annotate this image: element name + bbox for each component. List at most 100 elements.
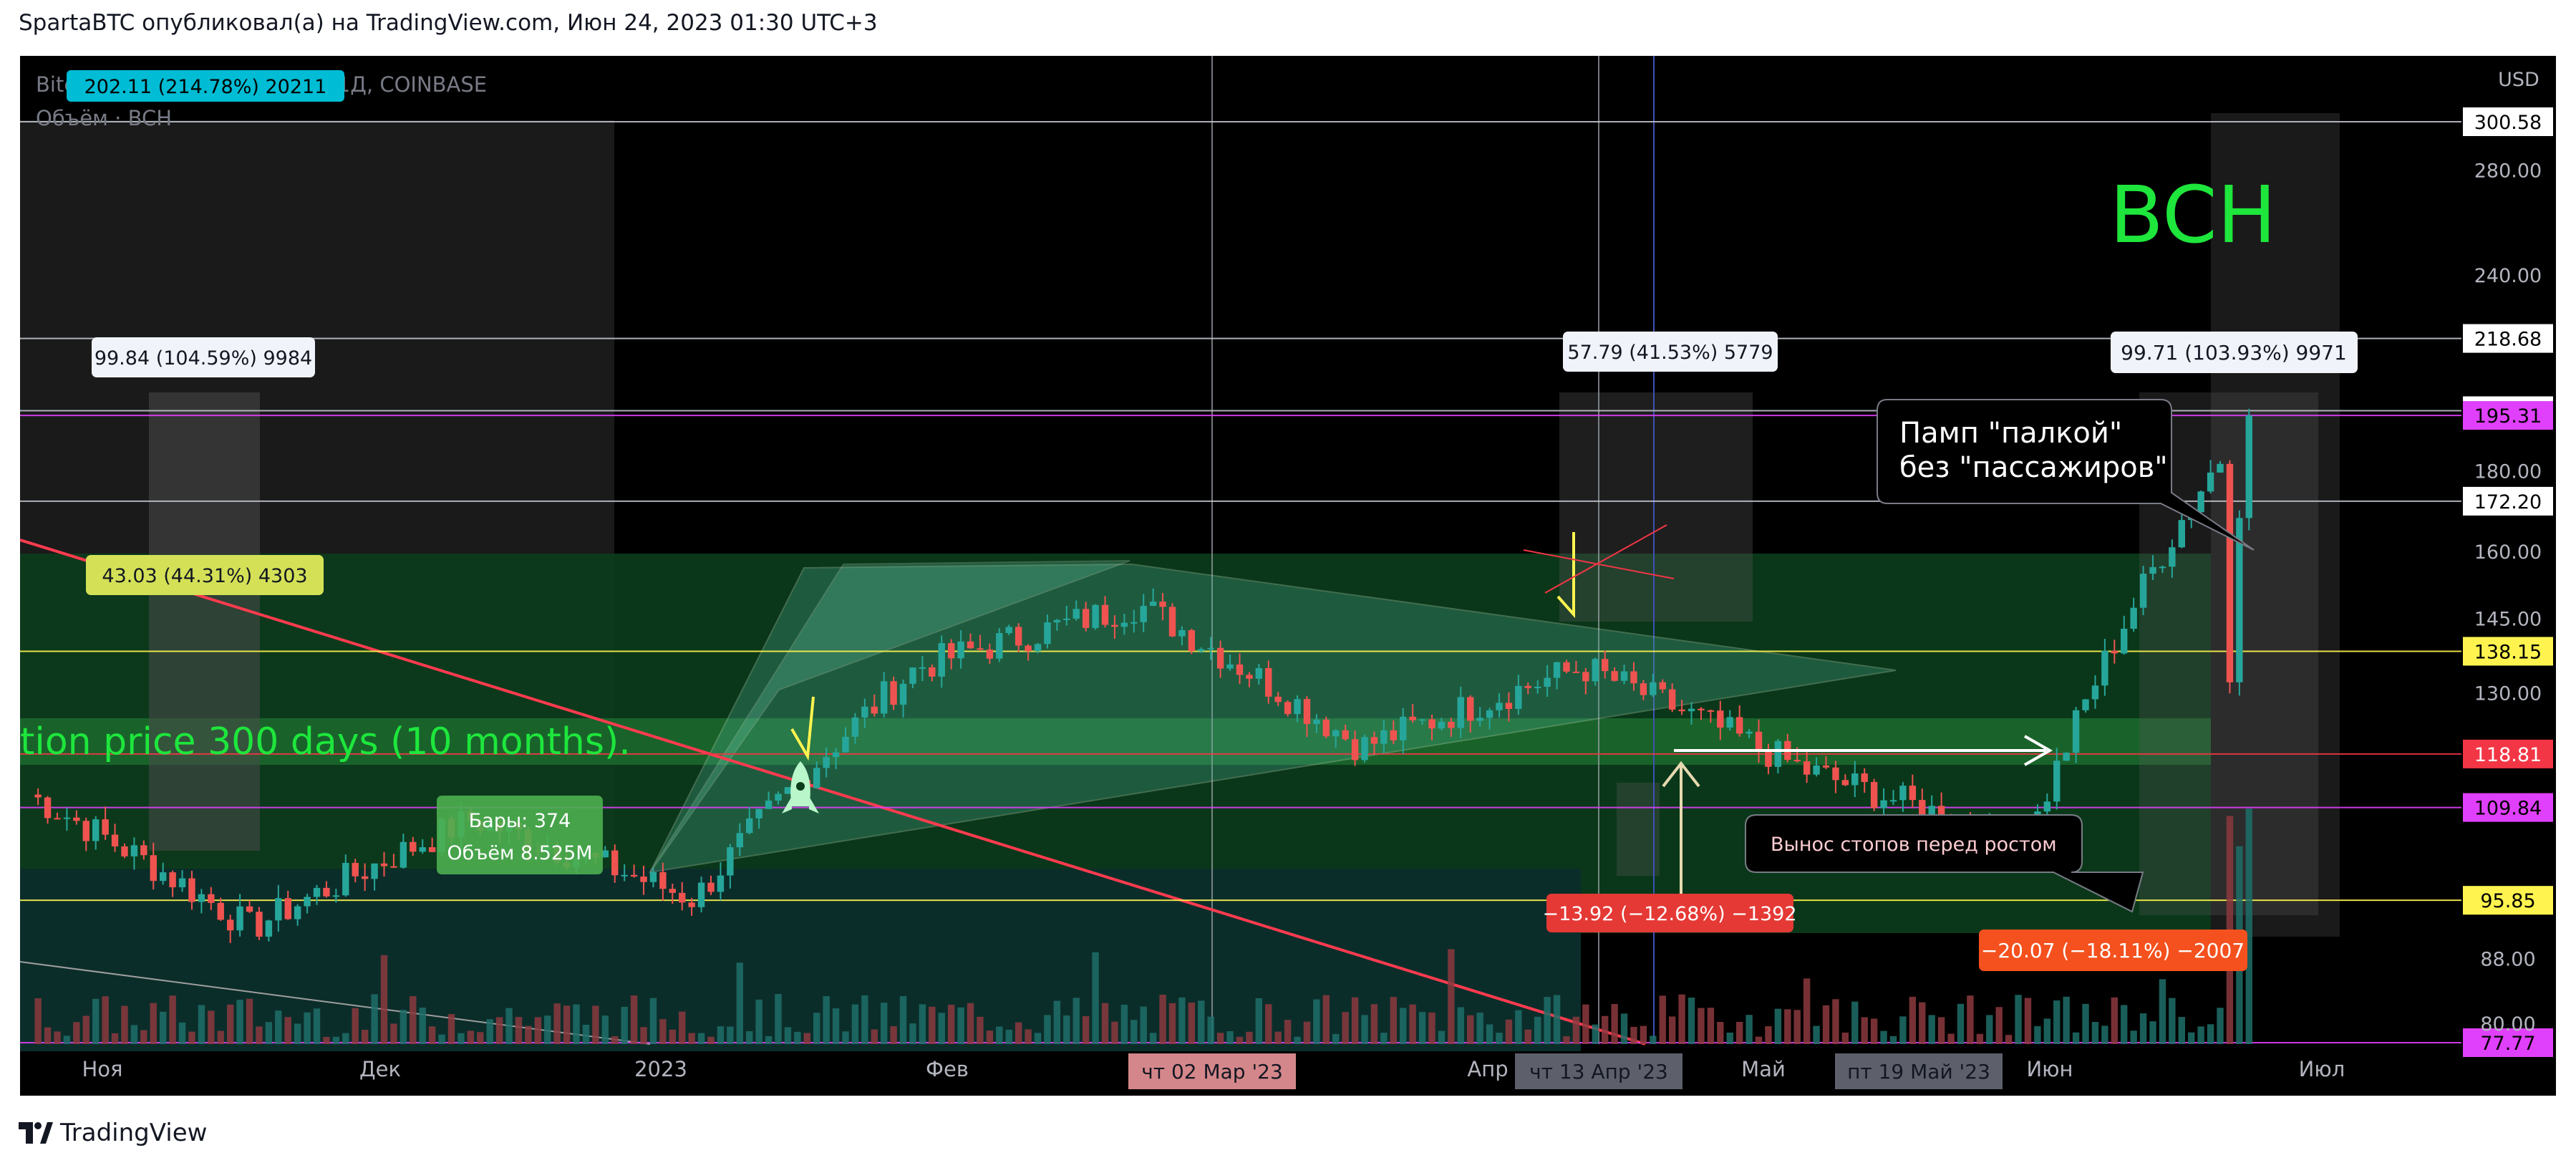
candle: [851, 717, 859, 737]
candle: [2072, 710, 2080, 753]
volume-bar: [1457, 1007, 1464, 1044]
volume-bar: [178, 1022, 186, 1044]
volume-bar: [1803, 978, 1811, 1044]
volume-bar: [44, 1027, 52, 1044]
candle: [1025, 645, 1032, 652]
volume-bar: [1592, 1024, 1599, 1044]
volume-bar: [1582, 1004, 1589, 1044]
candle: [1034, 644, 1042, 652]
volume-bar: [1351, 997, 1359, 1044]
candle: [208, 894, 215, 903]
volume-bar: [1025, 1029, 1032, 1044]
ticker-big: BCH: [2109, 169, 2276, 261]
candle: [1178, 629, 1186, 637]
level-label: 95.85: [2480, 890, 2535, 912]
volume-bar: [2159, 979, 2166, 1044]
volume-bar: [1342, 1012, 1349, 1044]
candle: [2236, 518, 2243, 682]
candle: [1889, 800, 1897, 802]
time-axis[interactable]: Ноя Дек 2023 Фев Апр Май Июн Июл чт 02 Мар '23 чт…: [82, 1053, 2345, 1089]
price-tick-label: 280.00: [2474, 160, 2542, 182]
candle: [1899, 786, 1907, 801]
candle: [428, 847, 436, 852]
candle: [986, 650, 994, 659]
publication-line: SpartaBTC опубликовал(а) на TradingView.…: [19, 10, 878, 36]
candle: [1745, 731, 1753, 734]
date-badge: чт 02 Мар '23: [1141, 1060, 1283, 1083]
chart-panel[interactable]: Bitcoin Cash / Доллар США, 1Д, COINBASE …: [19, 56, 2556, 1096]
candle: [1438, 721, 1446, 729]
candle: [1524, 685, 1531, 688]
volume-bar: [1515, 1010, 1522, 1044]
volume-bar: [217, 1031, 224, 1044]
gray-zone-4: [1617, 783, 1660, 876]
candle: [2178, 520, 2185, 548]
volume-bar: [640, 1027, 647, 1044]
candle: [361, 876, 369, 879]
volume-bar: [390, 1023, 397, 1044]
candle: [957, 641, 964, 659]
volume-title: Объём · BCH: [36, 106, 172, 130]
volume-bar: [563, 1005, 571, 1044]
volume-bar: [679, 1011, 686, 1044]
candle: [1563, 662, 1570, 672]
candlestick-chart[interactable]: Bitcoin Cash / Доллар США, 1Д, COINBASE …: [19, 56, 2556, 1096]
volume-bar: [102, 996, 109, 1044]
volume-bar: [1284, 1020, 1292, 1044]
volume-bar: [1092, 952, 1099, 1044]
volume-bar: [477, 1032, 484, 1044]
volume-bar: [304, 1012, 311, 1044]
candle: [697, 882, 705, 907]
volume-bar: [621, 1006, 628, 1044]
candle: [1544, 677, 1551, 687]
measure-5: −13.92 (−12.68%) −1392: [1542, 903, 1796, 925]
candle: [1717, 710, 1724, 728]
candle: [1534, 686, 1541, 688]
volume-bar: [1198, 1000, 1205, 1044]
volume-bar: [2053, 1000, 2061, 1044]
volume-bar: [1265, 1004, 1272, 1044]
candle: [1688, 708, 1695, 712]
red-trendline: [19, 539, 1646, 1046]
candle: [2159, 566, 2166, 569]
volume-bar: [1841, 1032, 1849, 1044]
rocket-icon: [782, 761, 819, 814]
volume-bar: [1870, 1018, 1878, 1044]
volume-bar: [130, 1025, 138, 1044]
candle: [1755, 731, 1763, 750]
green-caption: tion price 300 days (10 months).: [20, 720, 631, 763]
candle: [1457, 697, 1464, 728]
volume-bar: [1544, 997, 1551, 1044]
candle: [246, 906, 253, 912]
volume-bar: [746, 1031, 753, 1044]
volume-bar: [1072, 998, 1080, 1044]
candle: [294, 906, 301, 920]
volume-bar: [1313, 999, 1320, 1044]
volume-bar: [1688, 998, 1695, 1044]
volume-bar: [909, 1023, 916, 1044]
volume-bar: [1620, 1013, 1628, 1044]
measure-1: 99.84 (104.59%) 9984: [95, 347, 312, 370]
candle: [217, 902, 224, 920]
volume-bar: [246, 998, 253, 1044]
candle: [34, 794, 42, 798]
volume-bar: [92, 998, 100, 1044]
volume-bar: [1937, 1017, 1945, 1044]
candle: [659, 872, 667, 889]
candle: [188, 878, 195, 902]
volume-bar: [1668, 1016, 1676, 1044]
volume-bar: [2149, 1021, 2156, 1044]
candle: [1418, 719, 1426, 721]
price-axis[interactable]: 300.58218.68196.67195.31172.20138.15118.…: [2463, 107, 2553, 1057]
volume-bar: [361, 1029, 369, 1044]
tradingview-logo[interactable]: TradingView: [19, 1117, 207, 1149]
volume-bar: [2207, 1024, 2214, 1044]
price-tick-label: 130.00: [2474, 682, 2542, 705]
volume-bar: [765, 1036, 773, 1044]
candle: [1044, 622, 1051, 645]
volume-bar: [2130, 1031, 2137, 1044]
volume-bar: [1448, 949, 1455, 1044]
volume-bar: [438, 1034, 445, 1044]
range-bars: Бары: 374: [469, 810, 571, 832]
volume-bar: [198, 1005, 205, 1044]
